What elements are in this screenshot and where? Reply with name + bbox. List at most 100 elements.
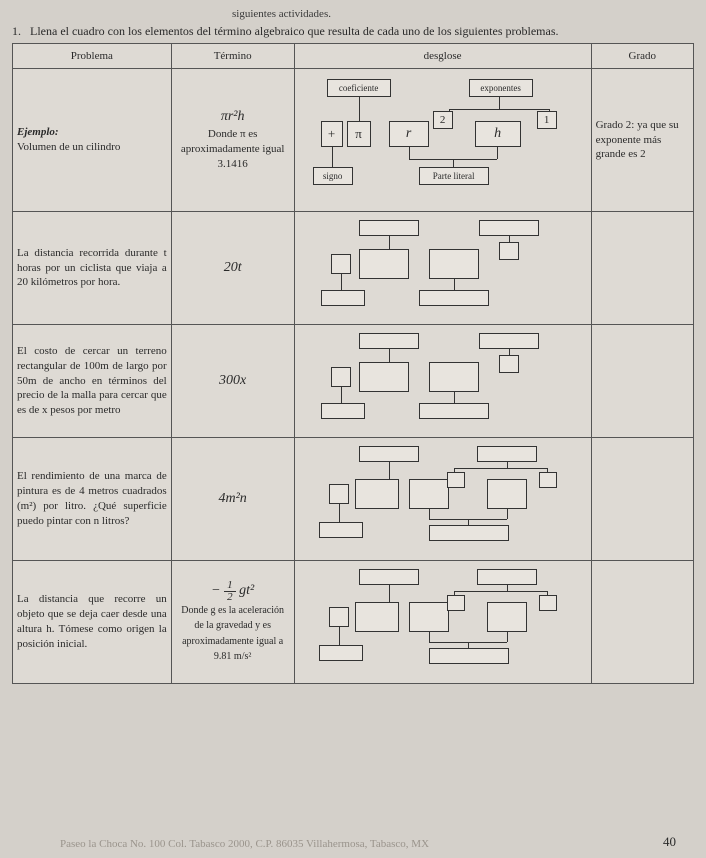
blank-box (359, 446, 419, 462)
footer-faint-text: Paseo la Choca No. 100 Col. Tabasco 2000… (60, 838, 429, 850)
blank-box (409, 479, 449, 509)
table-row: El rendimiento de una marca de pintura e… (13, 438, 694, 561)
blank-box (477, 569, 537, 585)
cell-grado (591, 438, 693, 561)
blank-box (539, 595, 557, 611)
instruction-line: 1. Llena el cuadro con los elementos del… (12, 24, 694, 39)
blank-box (487, 602, 527, 632)
blank-box (359, 220, 419, 236)
termino-prefix: − (211, 583, 220, 598)
cell-termino: 20t (171, 212, 294, 325)
blank-box (479, 220, 539, 236)
table-header-row: Problema Término desglose Grado (13, 44, 694, 69)
blank-box (409, 602, 449, 632)
cell-grado (591, 561, 693, 684)
label-signo: signo (313, 167, 353, 185)
col-desglose: desglose (294, 44, 591, 69)
cell-grado (591, 212, 693, 325)
blank-box (359, 333, 419, 349)
blank-box (447, 595, 465, 611)
table-row: Ejemplo: Volumen de un cilindro πr²h Don… (13, 69, 694, 212)
termino-suffix: gt² (239, 583, 254, 598)
blank-box (419, 290, 489, 306)
blank-box (331, 367, 351, 387)
blank-box (355, 602, 399, 632)
termino-math: − 1 2 gt² (211, 583, 254, 598)
box-exp1: 2 (433, 111, 453, 129)
blank-box (359, 249, 409, 279)
box-coef: π (347, 121, 371, 147)
blank-box (419, 403, 489, 419)
fraction: 1 2 (224, 580, 236, 603)
blank-box (355, 479, 399, 509)
blank-box (329, 484, 349, 504)
blank-box (487, 479, 527, 509)
cell-desglose (294, 325, 591, 438)
blank-box (499, 355, 519, 373)
blank-box (429, 362, 479, 392)
termino-math: 300x (219, 373, 246, 388)
termino-note: Donde g es la aceleración de la gravedad… (181, 605, 284, 662)
blank-box (321, 290, 365, 306)
termino-math: 4m²n (219, 491, 247, 506)
cell-termino: πr²h Donde π es aproximadamente igual 3.… (171, 69, 294, 212)
blank-box (499, 242, 519, 260)
blank-box (319, 522, 363, 538)
cell-problema: La distancia recorrida durante t horas p… (13, 212, 172, 325)
blank-box (331, 254, 351, 274)
box-var2: h (475, 121, 521, 147)
desglose-diagram-blank (299, 444, 587, 554)
cell-grado: Grado 2: ya que su exponente más grande … (591, 69, 693, 212)
cell-problema: La distancia que recorre un objeto que s… (13, 561, 172, 684)
termino-math: 20t (224, 260, 242, 275)
col-termino: Término (171, 44, 294, 69)
cell-termino: 300x (171, 325, 294, 438)
blank-box (477, 446, 537, 462)
cell-desglose (294, 438, 591, 561)
cell-termino: − 1 2 gt² Donde g es la aceleración de l… (171, 561, 294, 684)
cell-desglose (294, 212, 591, 325)
table-row: La distancia recorrida durante t horas p… (13, 212, 694, 325)
blank-box (321, 403, 365, 419)
cell-termino: 4m²n (171, 438, 294, 561)
label-exponentes: exponentes (469, 79, 533, 97)
problema-text: Volumen de un cilindro (17, 141, 120, 153)
instruction-number: 1. (12, 24, 21, 38)
blank-box (539, 472, 557, 488)
ejemplo-label: Ejemplo: (17, 126, 59, 138)
page-number: 40 (663, 834, 676, 850)
frac-bot: 2 (224, 592, 236, 603)
cell-problema: El costo de cercar un terreno rectangula… (13, 325, 172, 438)
desglose-diagram-blank (299, 218, 587, 318)
blank-box (447, 472, 465, 488)
cell-problema: Ejemplo: Volumen de un cilindro (13, 69, 172, 212)
blank-box (479, 333, 539, 349)
cell-desglose (294, 561, 591, 684)
blank-box (329, 607, 349, 627)
blank-box (359, 362, 409, 392)
main-table: Problema Término desglose Grado Ejemplo:… (12, 43, 694, 684)
box-exp2: 1 (537, 111, 557, 129)
col-problema: Problema (13, 44, 172, 69)
table-row: El costo de cercar un terreno rectangula… (13, 325, 694, 438)
desglose-diagram-blank (299, 567, 587, 677)
instruction-text: Llena el cuadro con los elementos del té… (30, 24, 559, 38)
box-sign: + (321, 121, 343, 147)
cell-desglose: coeficiente exponentes + π r 2 h 1 (294, 69, 591, 212)
label-parte-literal: Parte literal (419, 167, 489, 185)
col-grado: Grado (591, 44, 693, 69)
termino-note: Donde π es aproximadamente igual 3.1416 (181, 128, 285, 171)
desglose-diagram-blank (299, 331, 587, 431)
blank-box (319, 645, 363, 661)
header-partial: siguientes actividades. (232, 8, 694, 20)
blank-box (429, 648, 509, 664)
frac-top: 1 (224, 580, 236, 592)
box-var1: r (389, 121, 429, 147)
desglose-diagram-example: coeficiente exponentes + π r 2 h 1 (299, 75, 587, 205)
blank-box (429, 249, 479, 279)
label-coeficiente: coeficiente (327, 79, 391, 97)
termino-math: πr²h (221, 109, 245, 124)
cell-grado (591, 325, 693, 438)
blank-box (429, 525, 509, 541)
table-row: La distancia que recorre un objeto que s… (13, 561, 694, 684)
